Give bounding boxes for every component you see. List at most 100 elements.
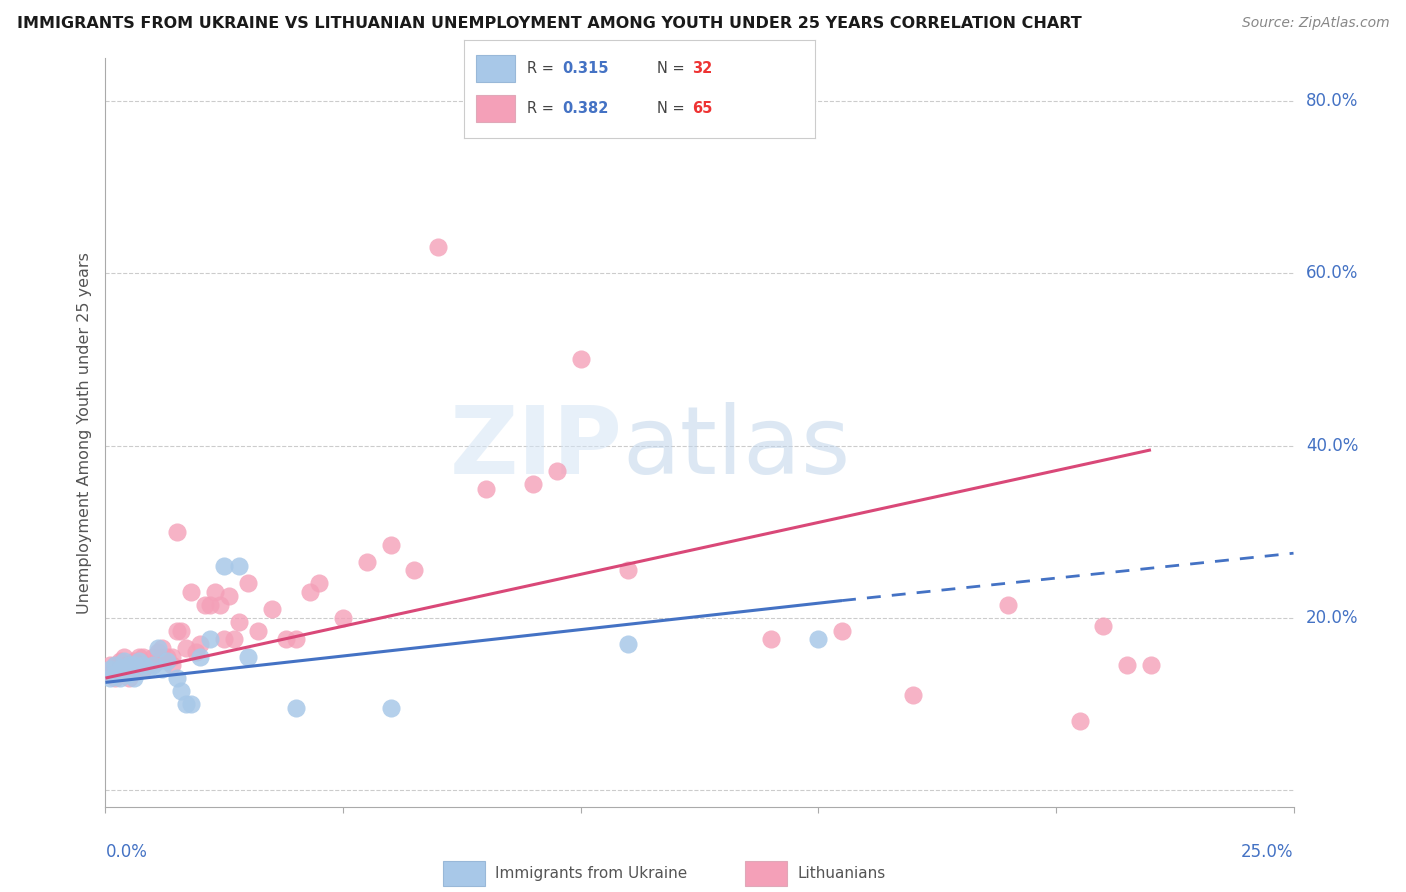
Point [404,563,426,577]
Point [156,654,179,668]
Point [98,666,121,681]
Point [997,598,1019,612]
Text: 25.0%: 25.0% [1241,843,1294,861]
Point [152,649,174,664]
Point [104,671,127,685]
Text: IMMIGRANTS FROM UKRAINE VS LITHUANIAN UNEMPLOYMENT AMONG YOUTH UNDER 25 YEARS CO: IMMIGRANTS FROM UKRAINE VS LITHUANIAN UN… [17,16,1081,31]
Point [617,563,640,577]
Point [118,671,141,685]
Point [831,624,853,638]
Point [146,654,169,668]
Point [108,671,131,685]
Point [284,632,307,647]
Point [1140,658,1163,673]
Point [160,649,183,664]
Point [174,697,197,711]
Point [569,352,592,367]
Point [122,658,145,673]
Point [122,654,145,668]
Point [198,632,221,647]
Point [118,666,141,681]
Point [118,658,141,673]
Point [380,538,402,552]
Point [104,666,127,681]
Point [114,658,136,673]
Point [166,671,188,685]
Point [228,559,250,574]
Point [807,632,830,647]
Point [380,701,402,715]
Point [180,585,202,599]
Text: 0.315: 0.315 [562,61,609,76]
Point [546,464,568,478]
Point [308,576,330,591]
Point [136,663,159,677]
Point [108,654,131,668]
Point [1069,714,1091,728]
Point [174,640,197,655]
Point [128,658,150,673]
Point [132,649,155,664]
Point [142,658,165,673]
Y-axis label: Unemployment Among Youth under 25 years: Unemployment Among Youth under 25 years [77,252,93,614]
Text: atlas: atlas [623,401,851,493]
Text: Source: ZipAtlas.com: Source: ZipAtlas.com [1241,16,1389,30]
Text: 0.0%: 0.0% [105,843,148,861]
Point [298,585,321,599]
Point [104,658,127,673]
Point [128,654,150,668]
Text: 20.0%: 20.0% [1306,608,1358,627]
Point [246,624,269,638]
Point [198,598,221,612]
Point [1116,658,1139,673]
Point [474,482,496,496]
Point [180,697,202,711]
Point [114,654,136,668]
Point [98,663,121,677]
Point [617,637,640,651]
Point [236,576,259,591]
Point [236,649,259,664]
Point [156,649,179,664]
Point [170,684,193,698]
Text: 0.382: 0.382 [562,102,609,116]
Point [142,649,165,664]
Point [104,658,127,673]
FancyBboxPatch shape [477,55,515,82]
Text: Lithuanians: Lithuanians [797,866,886,880]
Text: 32: 32 [693,61,713,76]
Point [132,658,155,673]
Point [208,598,231,612]
Point [160,658,183,673]
Point [108,663,131,677]
Point [128,649,150,664]
Point [146,645,169,659]
Point [114,649,136,664]
Point [122,663,145,677]
Point [427,240,450,254]
Point [170,624,193,638]
Text: 65: 65 [693,102,713,116]
Point [274,632,297,647]
Point [284,701,307,715]
Point [98,658,121,673]
Point [118,663,141,677]
Point [260,602,283,616]
Point [166,524,188,539]
Point [1092,619,1115,633]
Point [218,589,240,603]
Text: 60.0%: 60.0% [1306,264,1358,282]
Point [166,624,188,638]
Point [522,477,544,491]
Point [356,555,378,569]
Point [190,649,212,664]
Point [132,663,155,677]
Text: N =: N = [658,102,689,116]
Point [204,585,226,599]
Text: 40.0%: 40.0% [1306,436,1358,455]
Point [194,598,217,612]
Point [184,645,207,659]
Text: R =: R = [527,102,558,116]
Point [136,658,159,673]
Point [214,632,236,647]
